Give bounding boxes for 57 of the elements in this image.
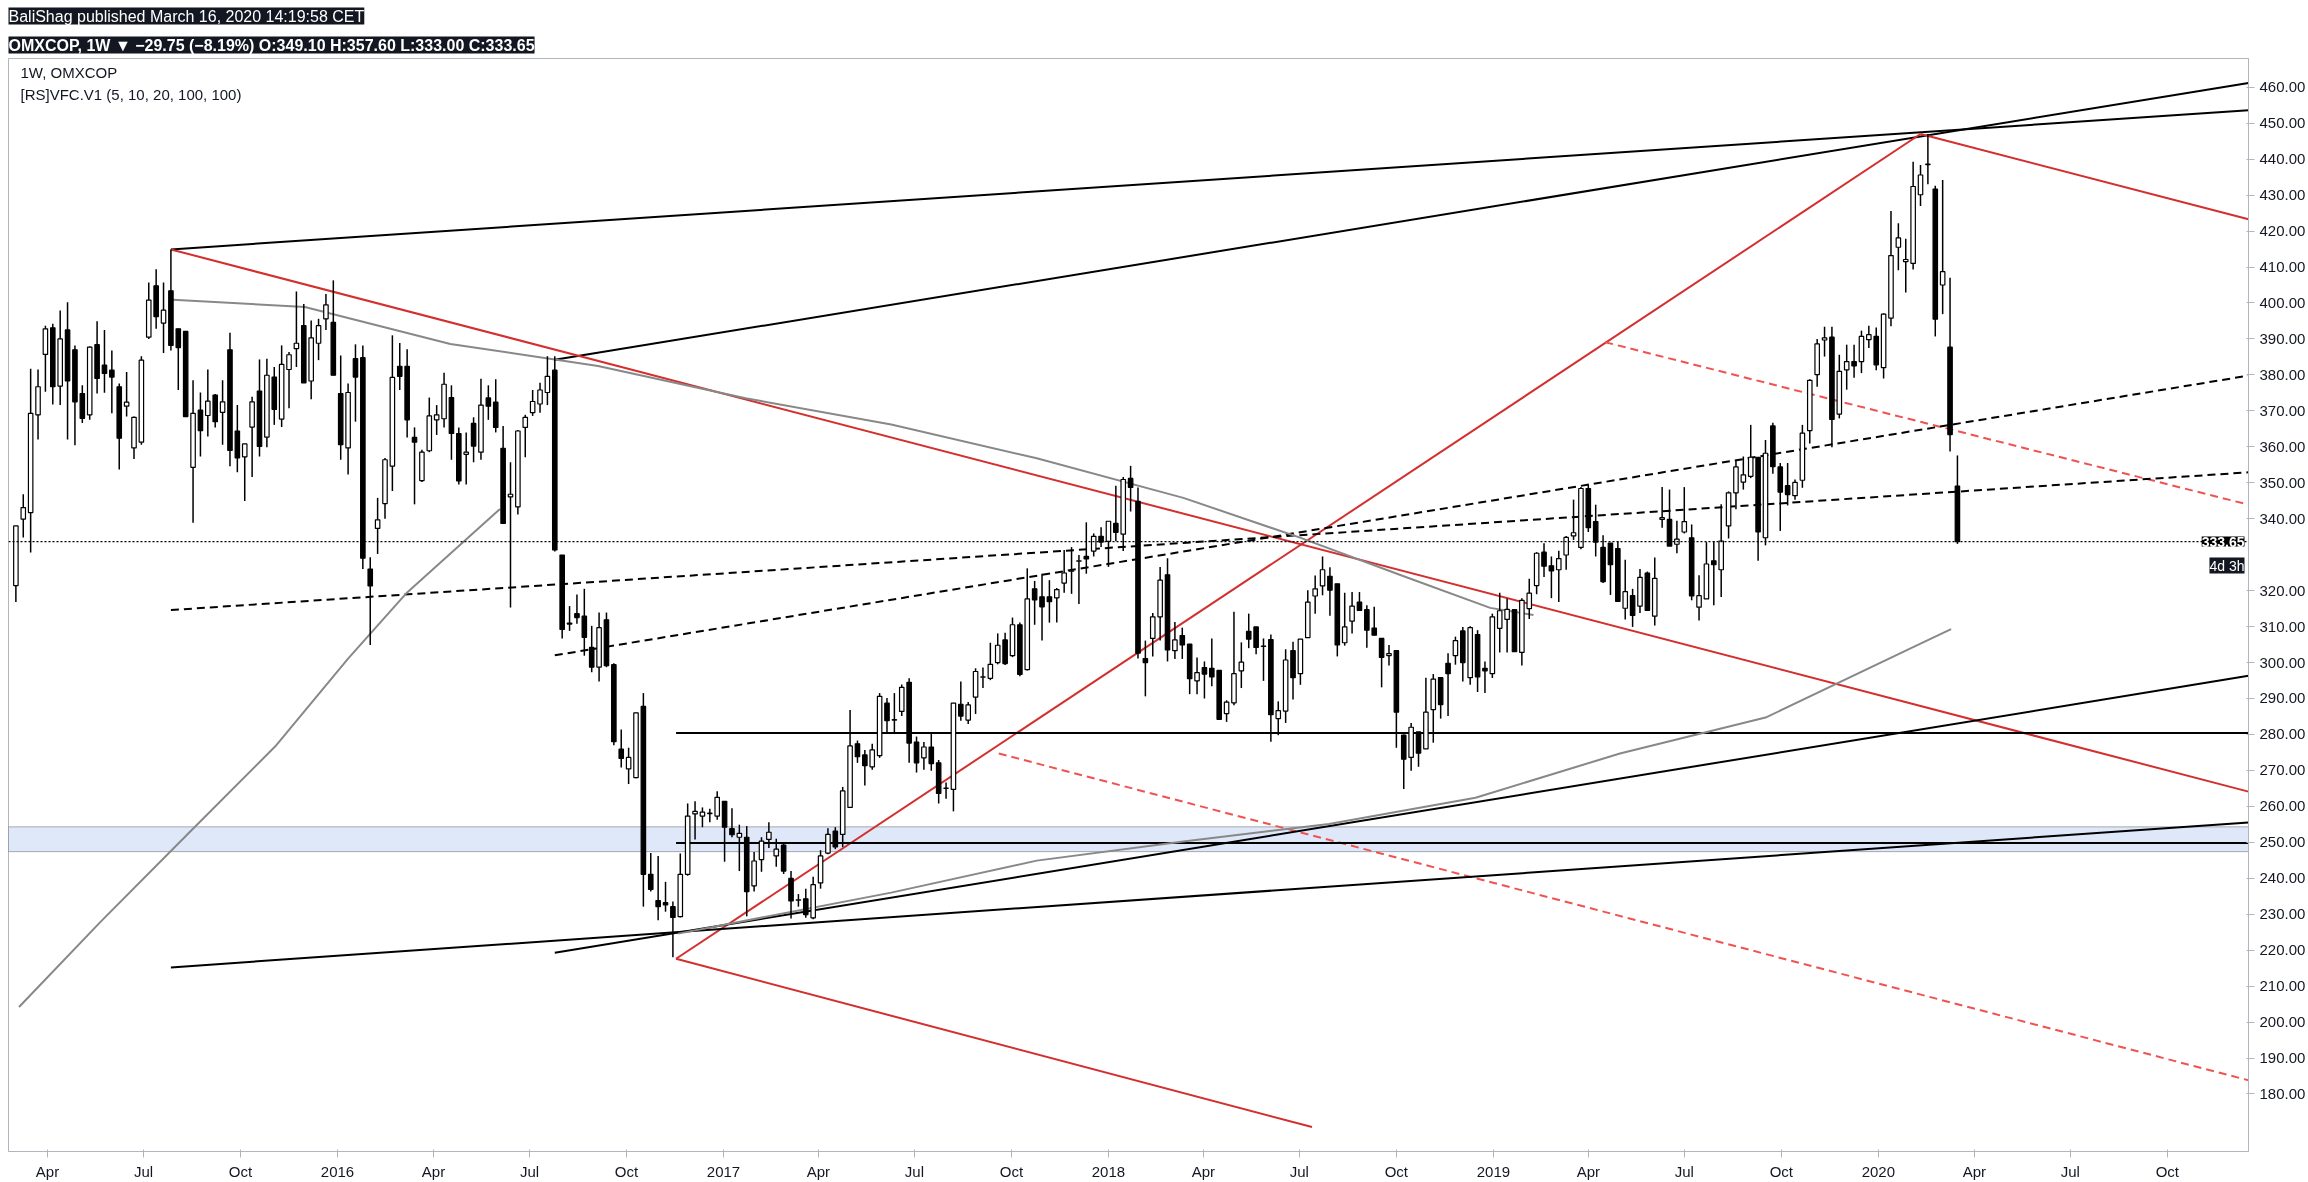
y-tick-label: 290.00 [2259, 689, 2306, 707]
x-tick-label: Jul [2060, 1162, 2080, 1180]
x-tick-label: Oct [1769, 1162, 1794, 1180]
x-tick-label: Jul [1674, 1162, 1694, 1180]
y-tick-label: 220.00 [2259, 941, 2306, 959]
y-tick-label: 370.00 [2259, 401, 2306, 419]
annotation: 1W, OMXCOP [20, 63, 118, 81]
y-tick-label: 430.00 [2259, 186, 2306, 204]
x-tick-label: Jul [1289, 1162, 1309, 1180]
x-tick-label: 2018 [1091, 1162, 1126, 1180]
x-tick-label: Apr [806, 1162, 831, 1180]
y-tick-label: 400.00 [2259, 293, 2306, 311]
x-tick-label: 2017 [706, 1162, 741, 1180]
x-tick-label: Oct [228, 1162, 254, 1180]
x-tick-label: Apr [1576, 1162, 1600, 1180]
y-tick-label: 380.00 [2259, 365, 2306, 383]
annotation: 4d 3h [2209, 557, 2245, 574]
y-tick-label: 190.00 [2259, 1049, 2306, 1067]
chart-title: BaliShag published March 16, 2020 14:19:58 CET [8, 7, 365, 25]
y-tick-label: 240.00 [2259, 869, 2306, 887]
y-tick-label: 360.00 [2259, 437, 2306, 455]
x-tick-label: Oct [1384, 1162, 1409, 1180]
annotation: [RS]VFC.V1 (5, 10, 20, 100, 100) [20, 85, 242, 103]
chart-subtitle: OMXCOP, 1W ▼ −29.75 (−8.19%) O:349.10 H:357.60 L:333.00 C:333.65 [8, 36, 535, 54]
y-tick-label: 280.00 [2259, 725, 2306, 743]
y-tick-label: 320.00 [2259, 581, 2306, 599]
y-tick-label: 210.00 [2259, 977, 2306, 995]
y-tick-label: 340.00 [2259, 509, 2306, 527]
y-tick-label: 270.00 [2259, 761, 2306, 779]
y-tick-label: 200.00 [2259, 1013, 2306, 1031]
y-tick-label: 460.00 [2259, 78, 2306, 96]
x-tick-label: 2016 [320, 1162, 355, 1180]
x-tick-label: 2019 [1476, 1162, 1511, 1180]
x-tick-label: Oct [614, 1162, 639, 1180]
x-tick-label: Apr [35, 1162, 60, 1180]
y-tick-label: 230.00 [2259, 905, 2306, 923]
y-tick-label: 420.00 [2259, 222, 2306, 240]
x-tick-label: Oct [999, 1162, 1024, 1180]
y-tick-label: 450.00 [2259, 114, 2306, 132]
x-tick-label: Oct [2155, 1162, 2180, 1180]
y-tick-label: 350.00 [2259, 473, 2306, 491]
ref-line-label: 333.65 [2201, 533, 2245, 550]
y-tick-label: 300.00 [2259, 653, 2306, 671]
x-tick-label: Jul [133, 1162, 154, 1180]
x-tick-label: Apr [1191, 1162, 1216, 1180]
y-tick-label: 250.00 [2259, 833, 2306, 851]
y-tick-label: 260.00 [2259, 797, 2306, 815]
x-tick-label: 2020 [1861, 1162, 1896, 1180]
x-tick-label: Apr [421, 1162, 446, 1180]
x-tick-label: Jul [904, 1162, 925, 1180]
y-tick-label: 310.00 [2259, 617, 2306, 635]
y-tick-label: 390.00 [2259, 329, 2306, 347]
y-tick-label: 180.00 [2259, 1084, 2306, 1102]
y-tick-label: 440.00 [2259, 150, 2306, 168]
x-tick-label: Apr [1962, 1162, 1986, 1180]
x-tick-label: Jul [519, 1162, 540, 1180]
y-tick-label: 410.00 [2259, 258, 2306, 276]
